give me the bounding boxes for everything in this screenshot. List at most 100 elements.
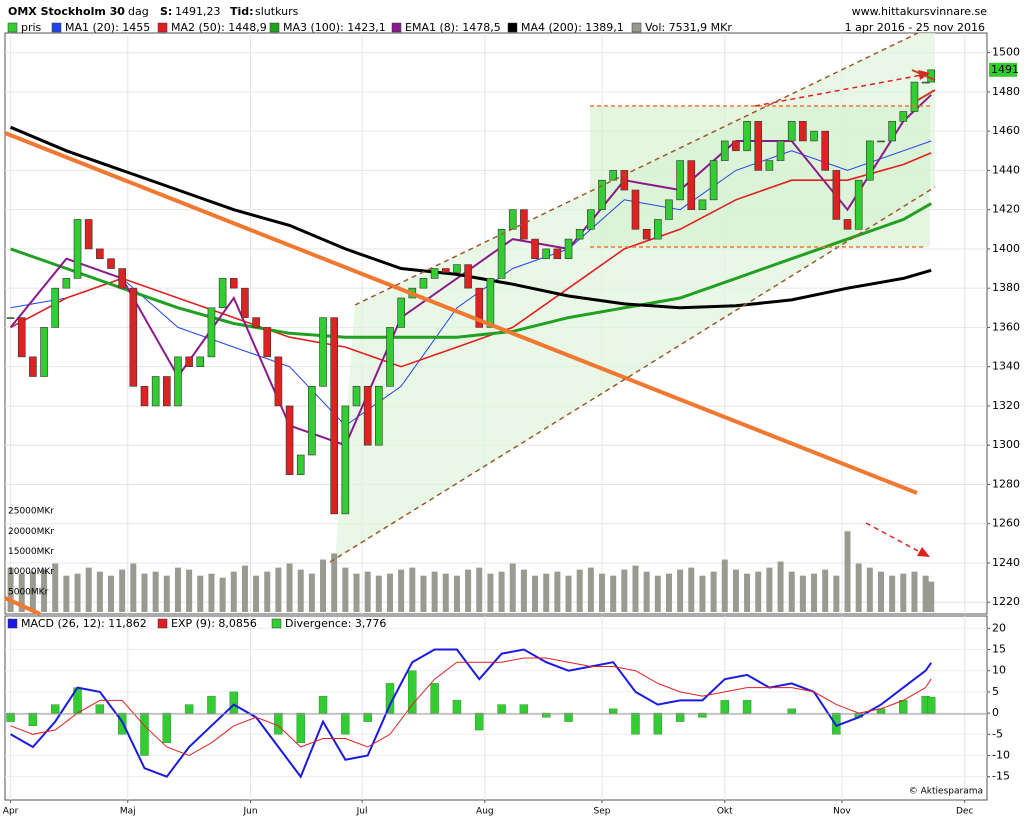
volume-bar <box>498 571 505 612</box>
y-tick-label: 1360 <box>992 320 1020 333</box>
ma-line <box>10 202 932 339</box>
candle <box>29 356 37 377</box>
divergence-bar <box>430 683 439 714</box>
volume-bar <box>342 567 349 612</box>
candle <box>587 209 595 230</box>
volume-tick-label: 20000MKr <box>8 527 54 537</box>
candle <box>118 268 126 289</box>
divergence-bar <box>720 700 729 714</box>
divergence-bar <box>162 712 172 743</box>
legend-swatch <box>157 618 168 629</box>
trend-line <box>4 131 918 495</box>
legend-label: MA2 (50): 1448,9 <box>171 21 267 34</box>
volume-bar <box>420 575 427 612</box>
candle <box>542 248 551 260</box>
arrow-line <box>754 74 923 107</box>
legend-swatch <box>391 22 402 33</box>
x-tick-label: Jun <box>242 807 257 817</box>
candle <box>508 209 517 230</box>
volume-bar <box>375 575 382 612</box>
volume-bar <box>532 575 539 612</box>
candle <box>687 160 696 210</box>
mode: slutkurs <box>255 5 299 18</box>
candle <box>866 140 874 181</box>
wedge-line <box>917 89 936 101</box>
candle <box>732 140 740 152</box>
candle <box>910 81 919 112</box>
volume-bar <box>922 575 929 612</box>
candle <box>754 121 763 171</box>
volume-bar <box>755 571 762 612</box>
y-tick-label: -5 <box>992 727 1003 740</box>
y-tick-label: 5 <box>992 685 999 698</box>
x-tick-label: Maj <box>120 807 136 817</box>
divergence-bar <box>927 696 936 714</box>
volume-bar <box>186 569 193 612</box>
y-tick-label: -15 <box>992 770 1010 783</box>
candle <box>229 278 238 289</box>
volume-bar <box>7 567 14 612</box>
volume-bar <box>900 573 907 612</box>
volume-bar <box>364 571 371 612</box>
volume-bar <box>621 569 628 612</box>
last-value-box <box>989 62 1017 77</box>
volume-bar <box>29 571 36 612</box>
candle <box>241 287 249 318</box>
divergence-bar <box>341 712 350 735</box>
candle <box>631 189 640 230</box>
candle <box>263 327 272 358</box>
candle <box>598 179 606 210</box>
divergence-bar <box>51 704 60 714</box>
y-tick-label: 1400 <box>992 242 1020 255</box>
volume-bar <box>108 575 115 612</box>
candle <box>397 297 405 328</box>
x-tick-label: Aug <box>476 807 494 817</box>
candle <box>799 121 807 142</box>
volume-bar <box>442 573 449 612</box>
candle <box>174 356 182 407</box>
volume-bar <box>453 575 460 612</box>
macd-line <box>10 648 933 779</box>
candle <box>564 238 573 260</box>
divergence-bar <box>408 670 417 714</box>
ma-line <box>9 94 932 447</box>
y-tick-label: 1340 <box>992 360 1020 373</box>
candle <box>430 268 439 279</box>
legend-label: MACD (26, 12): 11,862 <box>21 617 147 630</box>
volume-bar <box>465 569 472 612</box>
candle <box>854 179 863 230</box>
candle <box>163 376 171 407</box>
y-tick-label: 1480 <box>992 85 1020 98</box>
volume-bar <box>509 563 516 612</box>
volume-bar <box>18 573 25 612</box>
candle <box>654 219 662 240</box>
y-tick-label: 0 <box>992 706 999 719</box>
candle <box>531 238 539 260</box>
volume-bar <box>409 567 416 612</box>
candle <box>6 317 15 319</box>
divergence-bar <box>363 712 372 722</box>
x-tick-label: Sep <box>594 807 611 817</box>
legend-swatch <box>271 618 282 629</box>
candle <box>73 219 82 279</box>
divergence-bar <box>274 712 283 735</box>
x-tick-label: Dec <box>956 807 973 817</box>
candle <box>899 111 908 122</box>
y-tick-label: 1440 <box>992 163 1020 176</box>
volume-bar <box>431 571 438 612</box>
x-tick-label: Jul <box>356 807 368 817</box>
volume-bar <box>308 573 315 612</box>
divergence-bar <box>698 712 707 718</box>
volume-bar <box>654 575 661 612</box>
divergence-bar <box>95 704 105 714</box>
candle <box>252 317 260 328</box>
volume-bar <box>130 563 137 612</box>
candle <box>464 264 472 289</box>
volume-tick-label: 10000MKr <box>8 567 54 577</box>
y-tick-label: 1300 <box>992 438 1020 451</box>
candle <box>877 140 885 143</box>
volume-bar <box>174 567 181 612</box>
legend-label: Vol: 7531,9 MKr <box>645 21 732 34</box>
y-tick-label: 1320 <box>992 399 1020 412</box>
